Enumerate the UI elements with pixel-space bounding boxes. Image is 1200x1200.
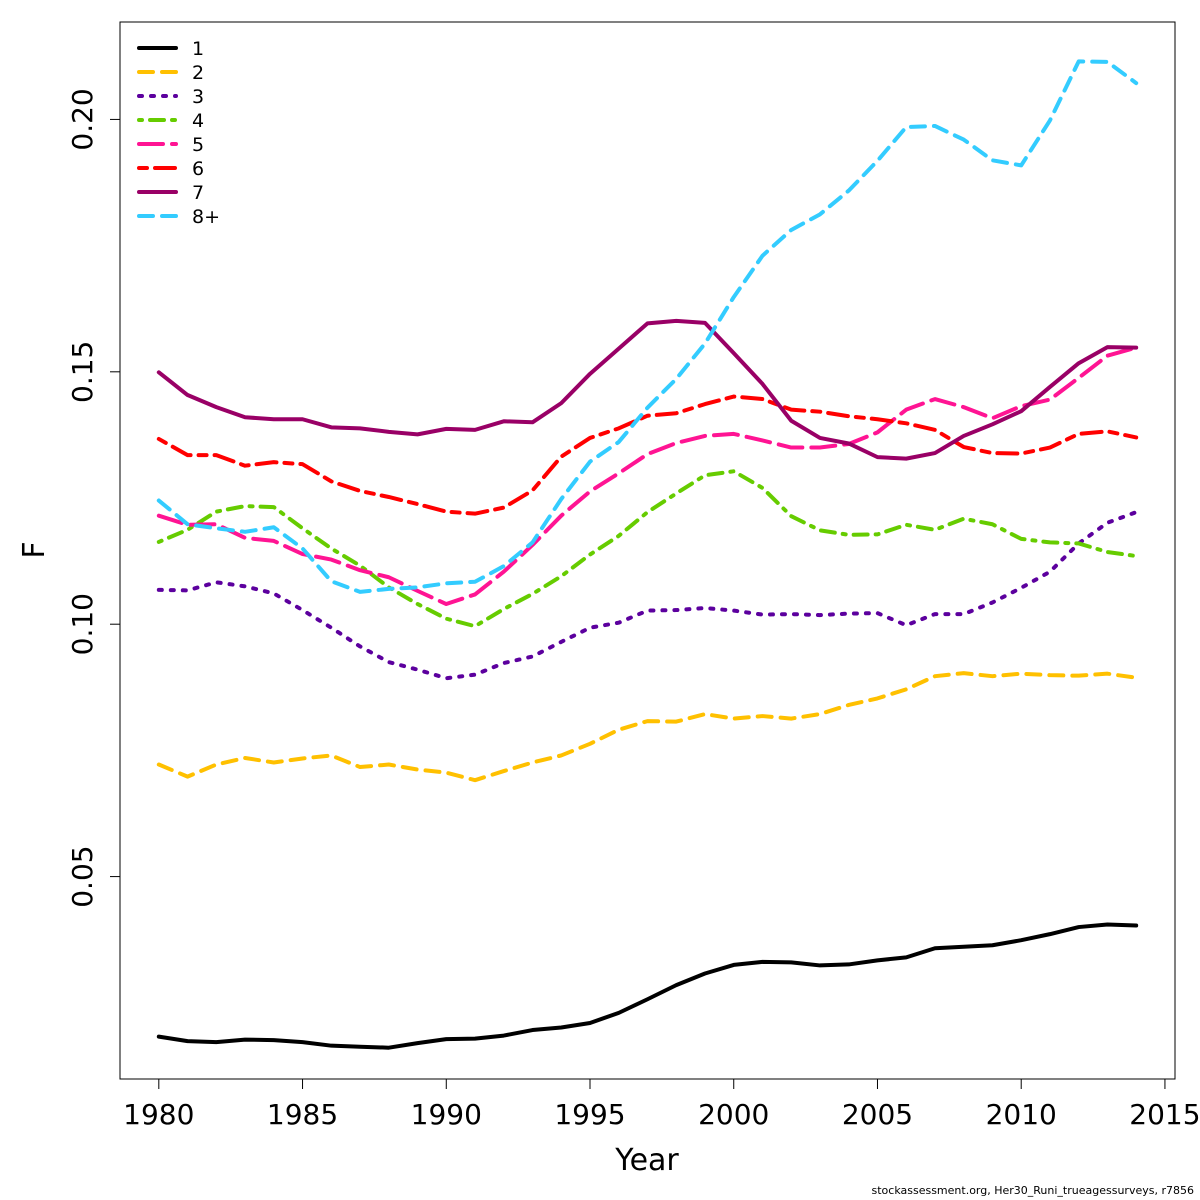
axes-layer: 1980 1985 1990 1995 2000 2005 2010 2015 0.05 0.10…	[66, 88, 1200, 1131]
x-tick-label: 2010	[986, 1098, 1057, 1131]
y-tick-label: 0.15	[66, 341, 99, 403]
series-layer	[156, 59, 1139, 1050]
plot-frame	[119, 21, 1176, 1080]
series-line-2	[156, 671, 1139, 783]
x-tick-label: 2015	[1129, 1098, 1200, 1131]
legend-label: 3	[192, 86, 204, 108]
legend-label: 5	[192, 134, 204, 156]
series-line-5	[156, 345, 1139, 607]
legend-label: 6	[192, 158, 204, 180]
x-tick-label: 2000	[698, 1098, 769, 1131]
credit-text: stockassessment.org, Her30_Runi_trueages…	[871, 1184, 1195, 1197]
y-axis-title: F	[17, 541, 52, 558]
legend-label: 7	[192, 182, 204, 204]
x-tick-label: 1995	[554, 1098, 625, 1131]
x-tick-label: 1980	[123, 1098, 194, 1131]
x-axis-title: Year	[614, 1143, 679, 1178]
x-tick-label: 1990	[411, 1098, 482, 1131]
legend-label: 1	[192, 38, 204, 60]
series-line-8plus	[156, 59, 1139, 594]
legend-label: 8+	[192, 206, 220, 228]
x-tick-label: 2005	[842, 1098, 913, 1131]
series-line-6	[156, 394, 1139, 516]
legend-label: 4	[192, 110, 204, 132]
series-line-4	[156, 469, 1139, 629]
series-line-3	[156, 510, 1139, 681]
y-tick-label: 0.05	[66, 845, 99, 907]
y-tick-label: 0.10	[66, 593, 99, 655]
legend-label: 2	[192, 62, 204, 84]
series-line-7	[156, 318, 1139, 461]
x-tick-label: 1985	[267, 1098, 338, 1131]
series-line-1	[156, 922, 1139, 1050]
y-tick-label: 0.20	[66, 88, 99, 150]
